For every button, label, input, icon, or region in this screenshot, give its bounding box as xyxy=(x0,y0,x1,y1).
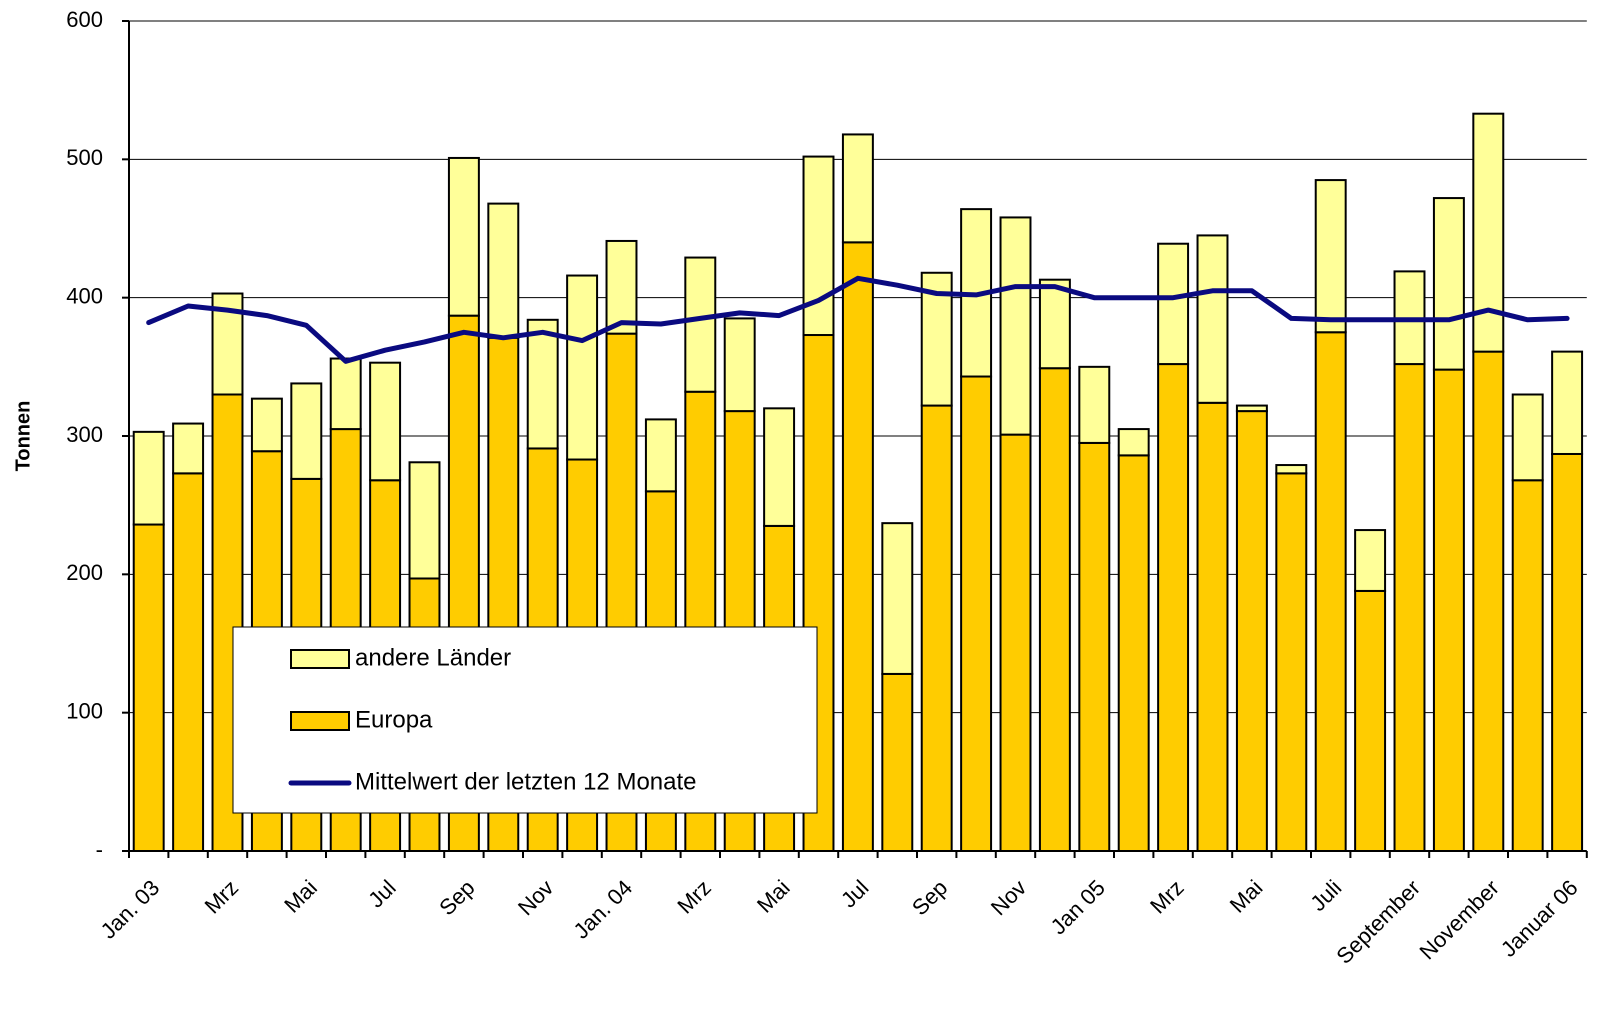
bar-segment xyxy=(1275,472,1308,852)
bar-segment xyxy=(999,216,1032,436)
x-tick-label: Juli xyxy=(1305,875,1346,916)
bar-segment xyxy=(1038,367,1071,852)
bar-segment xyxy=(1196,401,1229,852)
x-tick-label: Sep xyxy=(907,875,952,920)
y-tick-label: - xyxy=(96,837,103,862)
x-tick-label: Nov xyxy=(513,875,558,920)
bar-segment xyxy=(1157,242,1190,366)
x-tick-label: Mrz xyxy=(1145,875,1189,919)
bar-segment xyxy=(1235,410,1268,852)
bar-segment xyxy=(999,433,1032,852)
bar-segment xyxy=(1432,197,1465,371)
bar-segment xyxy=(1472,350,1505,852)
bar-segment xyxy=(684,256,717,393)
bar-segment xyxy=(1314,331,1347,852)
y-tick-label: 400 xyxy=(66,283,103,308)
bar-segment xyxy=(1432,368,1465,852)
x-tick-label: Jul xyxy=(836,875,874,913)
bar-segment xyxy=(1511,479,1544,852)
bar-segment xyxy=(487,202,520,339)
legend-swatch xyxy=(290,649,350,669)
legend-swatch xyxy=(290,711,350,731)
bar-segment xyxy=(1472,112,1505,353)
bar-segment xyxy=(1551,452,1584,852)
bar-segment xyxy=(920,404,953,852)
bar-segment xyxy=(841,133,874,244)
x-tick-label: Jul xyxy=(363,875,401,913)
bar-segment xyxy=(802,155,835,337)
bar-segment xyxy=(1511,393,1544,482)
x-tick-label: Mrz xyxy=(672,875,716,919)
bar-segment xyxy=(250,397,283,453)
x-tick-label: Sep xyxy=(434,875,479,920)
y-tick-label: 300 xyxy=(66,422,103,447)
x-tick-label: Mrz xyxy=(200,875,244,919)
x-tick-label: Mai xyxy=(1225,875,1268,918)
bar-segment xyxy=(723,317,756,413)
line-series xyxy=(146,275,1570,364)
bar-segment xyxy=(132,523,165,852)
bar-segment xyxy=(1354,589,1387,853)
legend-label: Mittelwert der letzten 12 Monate xyxy=(355,768,697,795)
x-tick-label: September xyxy=(1331,875,1425,969)
bar-segment xyxy=(605,239,638,335)
bar-segment xyxy=(290,382,323,480)
x-tick-label: November xyxy=(1415,875,1504,964)
x-tick-label: Jan. 03 xyxy=(96,875,165,944)
legend-label: Europa xyxy=(355,706,433,733)
bar-segment xyxy=(1038,278,1071,370)
bar-segment xyxy=(1078,441,1111,852)
x-tick-label: Nov xyxy=(986,875,1031,920)
y-tick-label: 200 xyxy=(66,560,103,585)
bar-segment xyxy=(526,318,559,450)
y-tick-label: 600 xyxy=(66,7,103,32)
legend: andere Länder Europa Mittelwert der letzte… xyxy=(232,626,818,814)
y-tick-label: 500 xyxy=(66,145,103,170)
legend-label: andere Länder xyxy=(355,644,511,671)
bar-segment xyxy=(1314,179,1347,334)
x-tick-label: Januar 06 xyxy=(1496,875,1583,962)
bar-segment xyxy=(1078,365,1111,444)
bar-segment xyxy=(172,422,205,475)
bar-segment xyxy=(566,274,599,461)
bar-segment xyxy=(644,418,677,493)
bar-segment xyxy=(1551,350,1584,455)
x-tick-label: Jan. 04 xyxy=(568,875,637,944)
bar-segment xyxy=(172,472,205,852)
bar-segment xyxy=(132,430,165,526)
bar-segment xyxy=(881,522,914,675)
x-tick-label: Jan 05 xyxy=(1046,875,1110,939)
y-axis-label: Tonnen xyxy=(12,401,34,472)
bar-segment xyxy=(841,241,874,853)
bar-segment xyxy=(1117,428,1150,457)
bar-segment xyxy=(1275,464,1308,475)
bar-segment xyxy=(1196,234,1229,404)
x-tick-label: Mai xyxy=(752,875,795,918)
bar-segment xyxy=(1393,363,1426,852)
bar-segment xyxy=(960,375,993,852)
bar-segment xyxy=(447,156,480,317)
x-tick-label: Mai xyxy=(279,875,322,918)
bar-segment xyxy=(763,407,796,527)
bar-segment xyxy=(369,361,402,482)
bar-segment xyxy=(1235,404,1268,413)
bar-segment xyxy=(408,461,441,580)
bar-segment xyxy=(1117,454,1150,852)
bar-segment xyxy=(1157,363,1190,852)
bar-segment xyxy=(1354,529,1387,592)
bar-segment xyxy=(881,672,914,853)
y-tick-label: 100 xyxy=(66,698,103,723)
bar-segment xyxy=(329,357,362,431)
